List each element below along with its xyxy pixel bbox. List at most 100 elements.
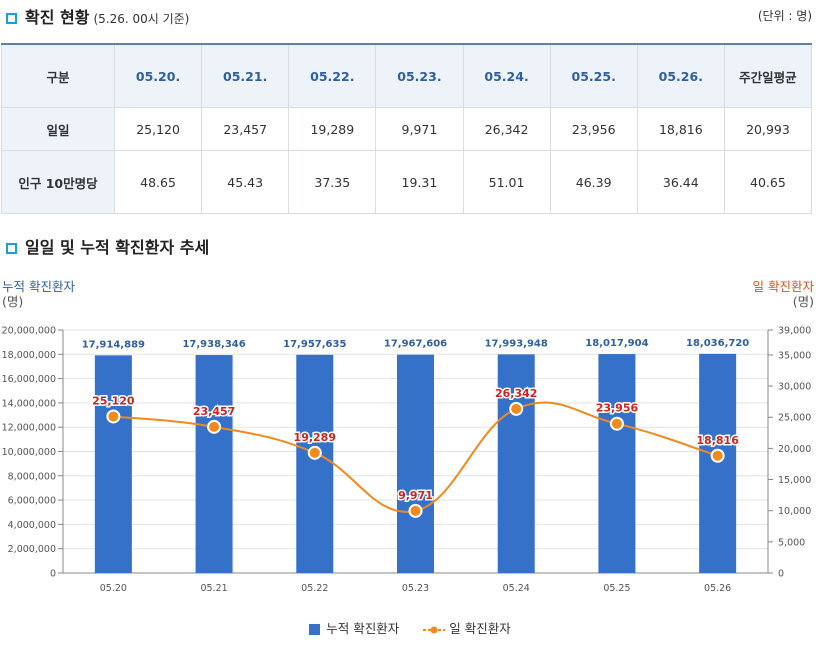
left-axis-tick-label: 18,000,000 xyxy=(2,350,56,361)
bar-data-label: 18,017,904 xyxy=(585,338,648,349)
left-axis-tick-label: 4,000,000 xyxy=(8,520,56,531)
status-subtitle: (5.26. 00시 기준) xyxy=(93,12,190,26)
right-axis-tick-label: 0 xyxy=(778,569,784,580)
x-axis-tick-label: 05.24 xyxy=(503,583,530,594)
right-axis-title-text: 일 확진환자 xyxy=(752,279,814,294)
table-cell: 45.43 xyxy=(201,150,290,214)
chart-legend: 누적 확진환자 일 확진환자 xyxy=(0,618,820,637)
legend-item-cumulative: 누적 확진환자 xyxy=(309,618,399,637)
table-header-cell: 주간일평균 xyxy=(723,43,813,108)
status-table: 구분 05.20. 05.21. 05.22. 05.23. 05.24. 05… xyxy=(1,43,813,214)
bar-data-label: 17,914,889 xyxy=(82,339,145,350)
daily-point xyxy=(509,401,524,416)
table-cell: 36.44 xyxy=(636,150,725,214)
right-axis-title: 일 확진환자 (명) xyxy=(753,279,814,309)
bar-data-label: 18,036,720 xyxy=(686,338,749,349)
bar-cumulative xyxy=(598,354,636,573)
daily-data-label: 23,956 xyxy=(596,402,639,415)
daily-data-label: 25,120 xyxy=(92,394,135,407)
left-axis-tick-label: 14,000,000 xyxy=(2,398,56,409)
daily-point xyxy=(710,448,725,463)
daily-point xyxy=(307,445,322,460)
left-axis-tick-label: 20,000,000 xyxy=(2,326,56,337)
table-cell: 46.39 xyxy=(549,150,638,214)
legend-label: 일 확진환자 xyxy=(449,621,511,636)
table-cell: 19,289 xyxy=(288,107,377,151)
x-axis-tick-label: 05.26 xyxy=(704,583,731,594)
right-axis-tick-label: 25,000 xyxy=(778,413,811,424)
table-row: 일일 25,120 23,457 19,289 9,971 26,342 23,… xyxy=(1,107,813,151)
right-axis-unit: (명) xyxy=(792,294,814,309)
daily-point xyxy=(106,409,121,424)
daily-data-label: 23,457 xyxy=(193,405,235,418)
right-axis-tick-label: 15,000 xyxy=(778,475,811,486)
bar-cumulative xyxy=(699,353,737,573)
legend-item-daily: 일 확진환자 xyxy=(423,618,511,637)
table-cell: 23,956 xyxy=(549,107,638,151)
table-header-cell: 05.22. xyxy=(288,43,377,108)
daily-data-label: 26,342 xyxy=(495,387,537,400)
x-axis-tick-label: 05.21 xyxy=(200,583,227,594)
trend-title-text: 일일 및 누적 확진환자 추세 xyxy=(25,238,210,257)
bar-cumulative xyxy=(497,354,535,573)
right-axis-tick-label: 5,000 xyxy=(778,537,805,548)
table-header-cell: 구분 xyxy=(1,43,115,108)
status-section-title: 확진 현황 (5.26. 00시 기준) xyxy=(6,4,189,28)
status-title-text: 확진 현황 xyxy=(25,8,90,27)
table-header-cell: 05.20. xyxy=(113,43,203,108)
x-axis-tick-label: 05.20 xyxy=(100,583,127,594)
table-cell: 25,120 xyxy=(113,107,203,151)
legend-line-swatch xyxy=(423,626,446,633)
left-axis-tick-label: 6,000,000 xyxy=(8,496,56,507)
table-unit-label: (단위 : 명) xyxy=(757,9,812,23)
table-cell: 9,971 xyxy=(375,107,464,151)
table-header-cell: 05.23. xyxy=(375,43,464,108)
legend-bar-swatch xyxy=(309,624,321,635)
table-header-cell: 05.24. xyxy=(462,43,551,108)
table-header-cell: 05.21. xyxy=(201,43,290,108)
bar-data-label: 17,938,346 xyxy=(182,339,245,350)
bar-cumulative xyxy=(397,354,434,573)
right-axis-tick-label: 39,000 xyxy=(778,326,811,337)
table-cell: 19.31 xyxy=(375,150,464,214)
trend-chart: 0 2,000,000 4,000,000 6,000,000 8,000,000 10,… xyxy=(2,326,812,595)
left-axis-unit: (명) xyxy=(2,294,24,309)
right-axis-tick-label: 35,000 xyxy=(778,350,811,361)
table-cell: 18,816 xyxy=(636,107,725,151)
bar-cumulative xyxy=(195,355,233,573)
left-axis-title-text: 누적 확진환자 xyxy=(2,279,75,294)
row-label: 인구 10만명당 xyxy=(1,150,115,214)
row-label: 일일 xyxy=(1,107,115,151)
left-axis-tick-label: 8,000,000 xyxy=(8,471,56,482)
bar-data-label: 17,967,606 xyxy=(384,339,447,350)
daily-point xyxy=(609,416,624,431)
bar-cumulative xyxy=(296,354,334,573)
daily-point xyxy=(408,503,423,518)
table-header-row: 구분 05.20. 05.21. 05.22. 05.23. 05.24. 05… xyxy=(1,43,813,108)
section-square-icon xyxy=(6,243,17,254)
left-axis-tick-label: 2,000,000 xyxy=(8,544,56,555)
bar-cumulative xyxy=(94,355,132,573)
x-axis-tick-label: 05.22 xyxy=(301,583,328,594)
table-cell: 20,993 xyxy=(723,107,813,151)
legend-label: 누적 확진환자 xyxy=(326,621,400,636)
right-axis-tick-label: 30,000 xyxy=(778,382,811,393)
table-cell: 40.65 xyxy=(723,150,813,214)
table-cell: 48.65 xyxy=(113,150,203,214)
daily-point xyxy=(207,419,222,434)
left-axis-tick-label: 12,000,000 xyxy=(2,423,56,434)
daily-data-label: 18,816 xyxy=(696,434,739,447)
table-header-cell: 05.26. xyxy=(636,43,725,108)
left-axis-tick-label: 10,000,000 xyxy=(2,447,56,458)
table-cell: 51.01 xyxy=(462,150,551,214)
daily-data-label: 19,289 xyxy=(294,431,336,444)
trend-section-title: 일일 및 누적 확진환자 추세 xyxy=(6,234,209,258)
table-header-cell: 05.25. xyxy=(549,43,638,108)
bar-data-label: 17,993,948 xyxy=(485,338,548,349)
bar-data-label: 17,957,635 xyxy=(283,339,346,350)
section-square-icon xyxy=(6,13,17,24)
left-axis-tick-label: 16,000,000 xyxy=(2,374,56,385)
table-row: 인구 10만명당 48.65 45.43 37.35 19.31 51.01 4… xyxy=(1,150,813,214)
right-axis-tick-label: 10,000 xyxy=(778,506,811,517)
x-axis-tick-label: 05.25 xyxy=(603,583,630,594)
